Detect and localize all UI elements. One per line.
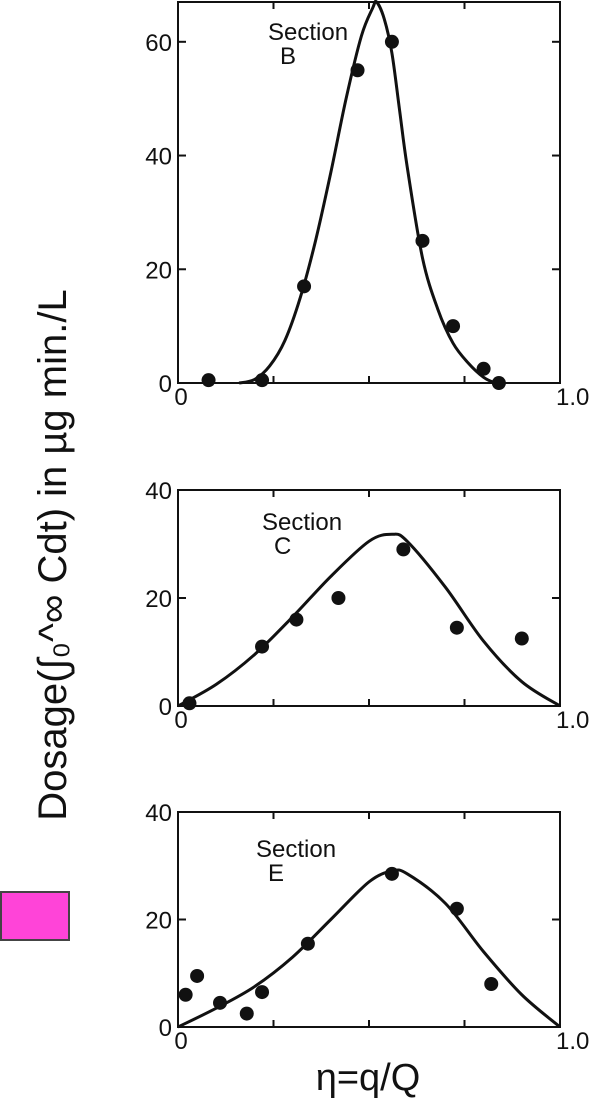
data-point [484, 977, 499, 991]
x-axis-title: η=q/Q [316, 1057, 421, 1099]
data-point [350, 63, 365, 78]
y-tick-label: 40 [145, 478, 172, 505]
x-tick-label: 1.0 [556, 707, 589, 734]
y-tick-label: 0 [159, 694, 172, 721]
y-tick-label: 0 [159, 371, 172, 398]
fitted-curve [177, 532, 561, 708]
data-point [491, 376, 506, 390]
data-point [289, 612, 304, 627]
y-tick-label: 20 [145, 586, 172, 613]
panel-label-line: Section [268, 19, 348, 46]
panel-label-line: C [274, 533, 291, 560]
data-point [297, 279, 312, 294]
x-tick-label: 0 [174, 707, 187, 734]
y-tick-label: 20 [145, 908, 172, 935]
data-point [446, 319, 461, 334]
x-tick-label: 0 [174, 384, 187, 411]
data-point [449, 901, 464, 916]
y-tick-label: 0 [159, 1015, 172, 1042]
data-point [476, 361, 491, 376]
data-point [331, 591, 346, 605]
data-point [396, 542, 411, 557]
panel-label-line: Section [262, 509, 342, 536]
panel-label-line: Section [256, 836, 336, 863]
data-point [514, 631, 529, 646]
data-point [384, 866, 399, 881]
data-point [182, 696, 197, 711]
data-point [178, 987, 193, 1002]
plot-frame [177, 1, 561, 384]
fitted-curve [238, 0, 496, 385]
y-axis-title: Dosage(∫₀^∞ Cdt) in µg min./L [31, 289, 75, 820]
x-tick-label: 1.0 [556, 384, 589, 411]
plot-frame [177, 489, 561, 707]
panel-label-line: E [268, 860, 284, 887]
data-point [415, 233, 430, 248]
data-point [201, 373, 216, 388]
panel-label-line: B [280, 43, 296, 70]
pink-highlight-box [0, 891, 70, 941]
data-point [449, 620, 464, 635]
y-tick-label: 60 [145, 30, 172, 57]
x-tick-label: 0 [174, 1028, 187, 1055]
data-point [190, 968, 205, 983]
fitted-curve [177, 868, 561, 1029]
data-point [255, 639, 270, 654]
data-point [384, 34, 399, 49]
data-point [300, 936, 315, 951]
data-point [239, 1006, 254, 1021]
y-tick-label: 40 [145, 800, 172, 827]
x-tick-label: 1.0 [556, 1028, 589, 1055]
data-point [213, 995, 228, 1010]
data-point [255, 985, 270, 1000]
y-tick-label: 40 [145, 144, 172, 171]
data-point [255, 373, 270, 388]
y-tick-label: 20 [145, 257, 172, 284]
plot-frame [177, 811, 561, 1028]
